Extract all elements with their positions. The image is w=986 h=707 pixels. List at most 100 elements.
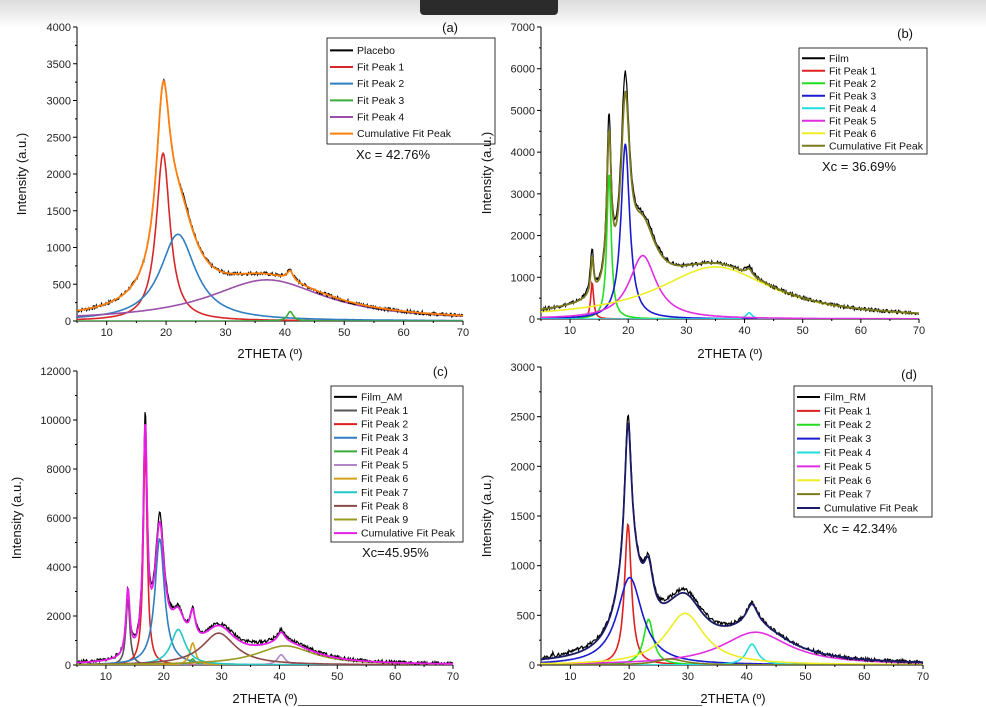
legend-label: Fit Peak 4 bbox=[824, 447, 871, 459]
y-tick-label: 8000 bbox=[47, 464, 71, 476]
legend-box bbox=[798, 47, 928, 155]
fit-peak-4-curve bbox=[541, 312, 919, 319]
x-tick-label: 60 bbox=[855, 325, 867, 337]
y-tick-label: 500 bbox=[517, 610, 535, 622]
y-tick-label: 4000 bbox=[47, 22, 71, 34]
chart-panel-2: 10 20 30 40 50 60 70 0 2000 4000 6000 8000 10000 1200… bbox=[9, 364, 464, 706]
bottom-divider bbox=[298, 705, 702, 706]
y-tick-label: 3000 bbox=[511, 189, 535, 201]
x-tick-label: 30 bbox=[680, 325, 692, 337]
y-tick-label: 1000 bbox=[511, 561, 535, 573]
y-axis-label: Intensity (a.u.) bbox=[9, 477, 24, 559]
y-tick-label: 12000 bbox=[40, 366, 71, 378]
y-axis-label: Intensity (a.u.) bbox=[479, 475, 494, 557]
y-tick-label: 10000 bbox=[40, 415, 71, 427]
y-tick-label: 4000 bbox=[511, 147, 535, 159]
y-tick-label: 3000 bbox=[47, 96, 71, 108]
cumulative-fit-curve bbox=[541, 90, 919, 315]
cumulative-fit-curve bbox=[541, 421, 923, 664]
legend-label: Fit Peak 4 bbox=[357, 112, 404, 124]
x-tick-label: 10 bbox=[564, 671, 576, 683]
legend-label: Fit Peak 3 bbox=[824, 433, 871, 445]
x-tick-label: 30 bbox=[682, 671, 694, 683]
fit-peak-1-curve bbox=[77, 151, 463, 321]
panel-label: (d) bbox=[901, 367, 917, 382]
window-tab-handle[interactable] bbox=[420, 0, 558, 15]
x-axis-label: 2THETA (º) bbox=[237, 346, 302, 361]
y-tick-label: 1000 bbox=[47, 243, 71, 255]
x-tick-label: 10 bbox=[564, 325, 576, 337]
chart-panel-3: 10 20 30 40 50 60 70 0 500 1000 1500 2000 2500 3000 2T… bbox=[479, 362, 933, 706]
legend-box bbox=[326, 37, 496, 145]
fit-peak-1-curve bbox=[77, 597, 453, 665]
cumulative-fit-curve bbox=[77, 79, 463, 317]
fit-peak-3-curve bbox=[541, 576, 923, 665]
x-tick-label: 20 bbox=[158, 671, 170, 683]
y-tick-label: 0 bbox=[529, 314, 535, 326]
y-tick-label: 2000 bbox=[511, 231, 535, 243]
x-tick-label: 50 bbox=[338, 327, 350, 339]
window-top-bar bbox=[0, 0, 986, 28]
legend-label: Fit Peak 2 bbox=[824, 419, 871, 431]
legend-label: Fit Peak 1 bbox=[824, 405, 871, 417]
legend-label: Cumulative Fit Peak bbox=[829, 140, 924, 152]
y-tick-label: 5000 bbox=[511, 105, 535, 117]
y-tick-label: 3500 bbox=[47, 59, 71, 71]
fit-peak-1-curve bbox=[541, 522, 923, 665]
y-tick-label: 1500 bbox=[511, 511, 535, 523]
legend-label: Fit Peak 2 bbox=[357, 78, 404, 90]
x-tick-label: 20 bbox=[160, 327, 172, 339]
x-tick-label: 40 bbox=[738, 325, 750, 337]
legend-label: Fit Peak 9 bbox=[361, 514, 408, 526]
legend-label: Fit Peak 5 bbox=[824, 461, 871, 473]
legend-label: Cumulative Fit Peak bbox=[824, 503, 919, 515]
legend-label: Fit Peak 1 bbox=[829, 65, 876, 77]
y-tick-label: 0 bbox=[65, 660, 71, 672]
legend-label: Fit Peak 2 bbox=[361, 419, 408, 431]
cumulative-fit-curve bbox=[77, 423, 453, 665]
y-tick-label: 2500 bbox=[511, 412, 535, 424]
legend-label: Fit Peak 3 bbox=[357, 95, 404, 107]
panel-label: (b) bbox=[897, 26, 913, 41]
y-tick-label: 0 bbox=[65, 316, 71, 328]
x-axis-label: 2THETA (º) bbox=[697, 346, 762, 361]
y-tick-label: 1000 bbox=[511, 272, 535, 284]
legend-label: Fit Peak 6 bbox=[829, 128, 876, 140]
y-tick-label: 4000 bbox=[47, 562, 71, 574]
legend-label: Fit Peak 4 bbox=[361, 446, 408, 458]
fit-peak-7-curve bbox=[541, 658, 923, 665]
x-axis-label: 2THETA (º) bbox=[232, 691, 297, 706]
legend-label: Film_RM bbox=[824, 391, 866, 403]
panel-label: (a) bbox=[442, 20, 458, 35]
x-tick-label: 20 bbox=[623, 671, 635, 683]
legend-label: Film_AM bbox=[361, 391, 402, 403]
legend-label: Cumulative Fit Peak bbox=[361, 528, 456, 540]
x-tick-label: 60 bbox=[858, 671, 870, 683]
x-tick-label: 30 bbox=[215, 671, 227, 683]
chart-panel-1: 10 20 30 40 50 60 70 0 1000 2000 3000 4000 5000 6000 7… bbox=[479, 22, 928, 361]
crystallinity-annotation: Xc = 36.69% bbox=[822, 159, 897, 174]
crystallinity-annotation: Xc=45.95% bbox=[362, 545, 429, 560]
legend-label: Fit Peak 5 bbox=[829, 115, 876, 127]
legend-label: Fit Peak 8 bbox=[361, 500, 408, 512]
fit-peak-8-curve bbox=[77, 632, 453, 665]
y-tick-label: 500 bbox=[53, 279, 71, 291]
y-tick-label: 0 bbox=[529, 660, 535, 672]
x-tick-label: 50 bbox=[331, 671, 343, 683]
fit-peak-3-curve bbox=[77, 310, 463, 321]
legend: Film_RM Fit Peak 1 Fit Peak 2 Fit Peak 3 Fit… bbox=[793, 385, 933, 518]
y-tick-label: 7000 bbox=[511, 22, 535, 34]
legend-label: Fit Peak 6 bbox=[824, 475, 871, 487]
x-tick-label: 70 bbox=[913, 325, 925, 337]
x-axis-label: 2THETA (º) bbox=[700, 691, 765, 706]
legend-label: Fit Peak 2 bbox=[829, 78, 876, 90]
x-tick-label: 40 bbox=[741, 671, 753, 683]
fit-peak-6-curve bbox=[541, 612, 923, 665]
x-tick-label: 10 bbox=[100, 671, 112, 683]
legend-label: Fit Peak 4 bbox=[829, 103, 876, 115]
y-axis-label: Intensity (a.u.) bbox=[479, 132, 494, 214]
panel-label: (c) bbox=[433, 364, 448, 379]
